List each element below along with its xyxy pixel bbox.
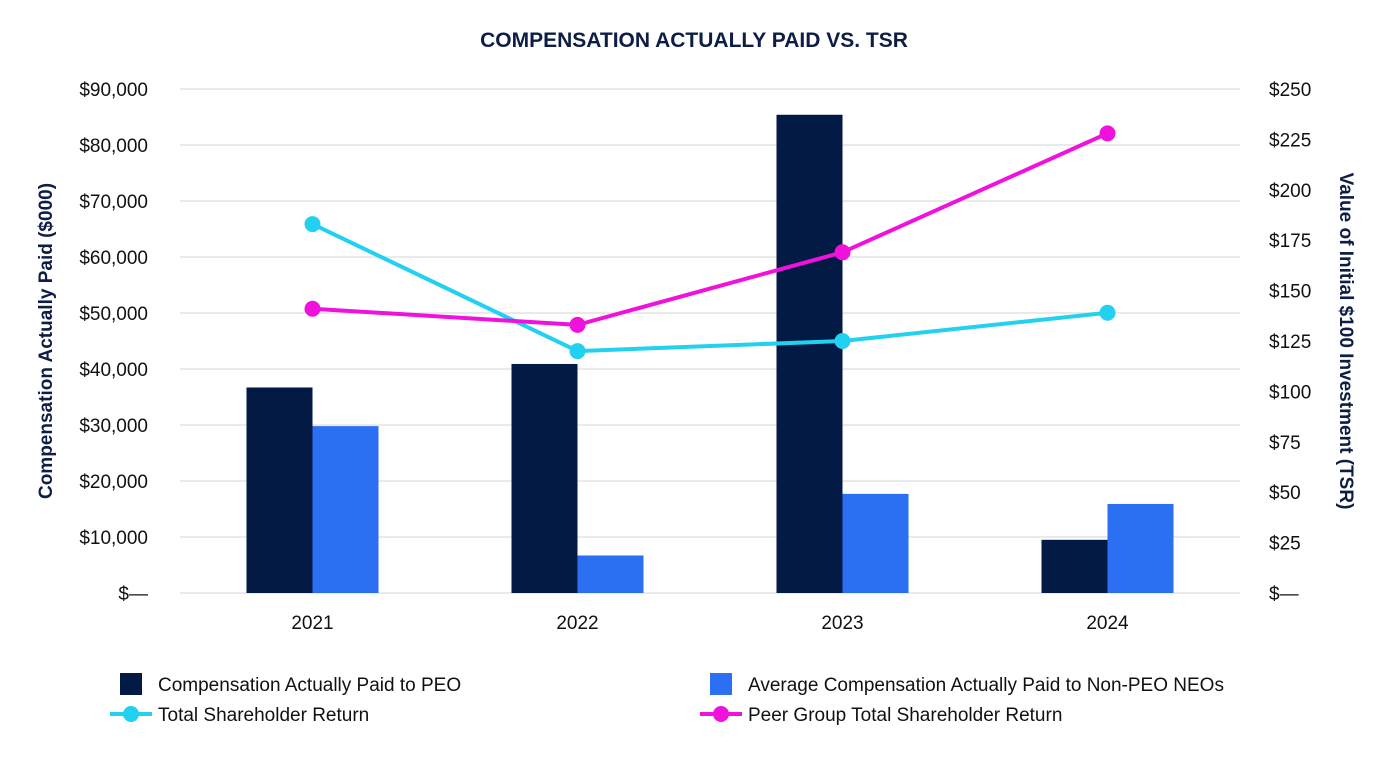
bar <box>312 426 379 593</box>
bar <box>1107 503 1174 593</box>
x-tick-label: 2024 <box>1086 613 1129 634</box>
right-tick-label: $75 <box>1269 433 1301 454</box>
legend-label: Peer Group Total Shareholder Return <box>748 705 1062 726</box>
series-point <box>569 343 586 360</box>
right-tick-label: $250 <box>1269 80 1311 101</box>
left-tick-label: $70,000 <box>79 192 148 213</box>
bar <box>842 493 909 593</box>
left-tick-label: $30,000 <box>79 416 148 437</box>
legend-marker <box>713 706 729 722</box>
series-line <box>312 131 1109 327</box>
series-point <box>304 300 321 317</box>
series-point <box>1099 304 1116 321</box>
right-axis-title: Value of Initial $100 Investment (TSR) <box>1335 173 1356 510</box>
right-tick-label: $200 <box>1269 181 1311 202</box>
legend-label: Average Compensation Actually Paid to No… <box>748 675 1224 696</box>
left-tick-label: $60,000 <box>79 248 148 269</box>
legend-label: Compensation Actually Paid to PEO <box>158 675 461 696</box>
right-tick-label: $175 <box>1269 231 1311 252</box>
left-tick-label: $10,000 <box>79 528 148 549</box>
legend-label: Total Shareholder Return <box>158 705 369 726</box>
bar <box>1041 539 1108 593</box>
chart-title: COMPENSATION ACTUALLY PAID VS. TSR <box>480 29 908 52</box>
left-axis-ticks: $— $10,000 $20,000 $30,000 $40,000 $50,000 $60… <box>79 80 148 605</box>
left-tick-label: $80,000 <box>79 136 148 157</box>
series-point <box>834 244 851 261</box>
left-axis-title: Compensation Actually Paid ($000) <box>36 183 57 499</box>
bar <box>776 114 843 593</box>
left-tick-label: $40,000 <box>79 360 148 381</box>
x-tick-label: 2021 <box>291 613 333 634</box>
x-tick-label: 2023 <box>821 613 863 634</box>
right-axis-ticks: $— $25 $50 $75 $100 $125 $150 $175 $200 $225 $250 <box>1269 80 1311 605</box>
bar <box>577 555 644 593</box>
series-point <box>834 333 851 349</box>
left-tick-label: $50,000 <box>79 304 148 325</box>
bars <box>246 114 1174 593</box>
lines <box>304 125 1116 360</box>
legend-swatch <box>710 673 732 695</box>
bar <box>511 363 578 593</box>
series-point <box>569 316 586 333</box>
right-tick-label: $50 <box>1269 483 1301 504</box>
right-tick-label: $100 <box>1269 382 1311 403</box>
left-tick-label: $— <box>118 584 148 605</box>
bar <box>246 387 313 593</box>
legend-marker <box>123 706 139 722</box>
legend-swatch <box>120 673 142 695</box>
legend: Compensation Actually Paid to PEO Average… <box>110 673 1224 726</box>
right-tick-label: $150 <box>1269 282 1311 303</box>
right-tick-label: $225 <box>1269 130 1311 151</box>
right-tick-label: $25 <box>1269 534 1301 555</box>
right-tick-label: $125 <box>1269 332 1311 353</box>
series-line <box>311 222 1108 354</box>
series-point <box>304 216 321 233</box>
x-tick-label: 2022 <box>556 613 598 634</box>
left-tick-label: $20,000 <box>79 472 148 493</box>
left-tick-label: $90,000 <box>79 80 148 101</box>
series-point <box>1099 125 1116 142</box>
right-tick-label: $— <box>1269 584 1299 605</box>
x-axis-ticks: 2021 2022 2023 2024 <box>291 613 1129 634</box>
